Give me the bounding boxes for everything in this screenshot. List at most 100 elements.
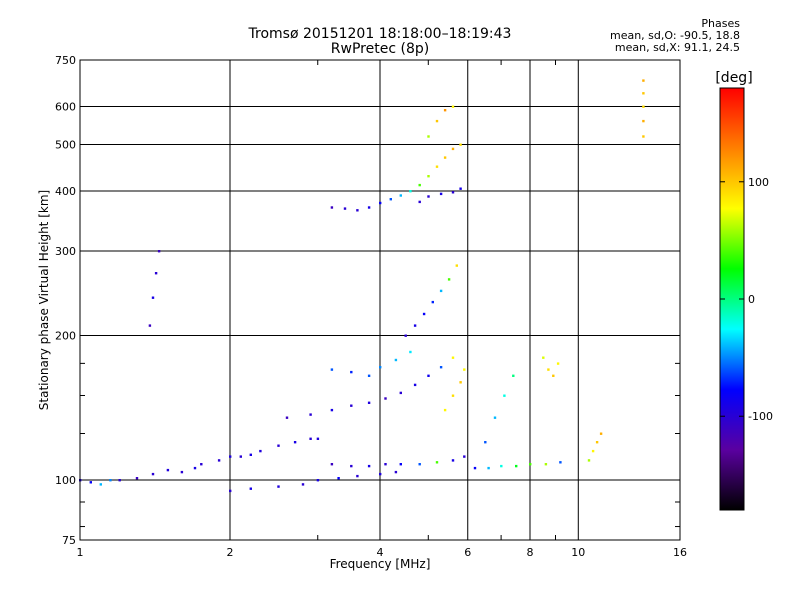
data-point — [367, 464, 371, 468]
y-tick-label: 750 — [55, 54, 76, 67]
data-point — [404, 334, 407, 337]
x-axis-ticks: 1 2 4 6 8 10 16 — [77, 60, 687, 559]
y-tick-label: 100 — [55, 474, 76, 487]
y-axis-ticks: 75 100 200 300 400 500 600 750 — [55, 54, 680, 547]
data-point — [367, 206, 371, 209]
x-tick-label: 4 — [377, 546, 384, 559]
data-point — [493, 416, 497, 419]
data-point — [356, 474, 359, 478]
data-point — [285, 416, 289, 419]
y-tick-label: 200 — [55, 330, 76, 343]
data-point — [379, 366, 382, 369]
x-tick-label: 16 — [673, 546, 687, 559]
data-point — [413, 324, 417, 327]
x-tick-label: 10 — [571, 546, 585, 559]
data-point — [451, 191, 455, 194]
data-point — [451, 147, 455, 151]
y-axis-label: Stationary phase Virtual Height [km] — [37, 190, 51, 410]
grid-lines — [80, 60, 680, 540]
data-point — [542, 356, 545, 359]
data-point — [447, 278, 451, 281]
data-point — [337, 477, 340, 480]
data-point — [529, 463, 532, 466]
data-point — [379, 201, 382, 205]
data-point — [642, 135, 645, 138]
data-point — [451, 105, 455, 108]
stats-o-mode: mean, sd,O: -90.5, 18.8 — [609, 29, 740, 42]
data-point — [451, 394, 455, 397]
colorbar-ticks: 100 0 -100 — [720, 176, 773, 423]
data-point — [409, 350, 412, 354]
stats-heading: Phases — [701, 17, 740, 30]
data-point — [422, 312, 426, 316]
data-point — [455, 264, 458, 267]
data-point — [413, 383, 417, 387]
data-point — [309, 437, 312, 440]
data-point — [350, 464, 353, 468]
data-point — [330, 368, 334, 371]
data-point — [229, 489, 232, 493]
data-point — [556, 362, 560, 365]
data-point — [451, 459, 455, 462]
data-point — [409, 190, 412, 193]
colorbar-tick-label: 0 — [748, 293, 755, 306]
data-point — [350, 370, 353, 374]
data-point — [330, 408, 334, 412]
data-point — [547, 368, 550, 371]
data-point — [599, 432, 603, 435]
data-point — [473, 466, 477, 470]
data-point — [356, 209, 359, 212]
data-point — [384, 397, 387, 400]
data-point — [418, 183, 421, 187]
chart-title: Tromsø 20151201 18:18:00–18:19:43 — [248, 26, 512, 42]
data-point — [463, 455, 466, 458]
data-point — [151, 472, 155, 476]
data-point — [109, 479, 112, 482]
data-point — [154, 272, 158, 275]
x-tick-label: 2 — [227, 546, 234, 559]
data-point — [389, 198, 392, 201]
colorbar-tick-label: 100 — [748, 176, 769, 189]
data-point — [277, 444, 280, 447]
data-point — [367, 374, 371, 377]
data-point — [418, 463, 421, 466]
data-point — [343, 207, 347, 210]
y-tick-label: 600 — [55, 101, 76, 114]
data-point — [379, 472, 382, 476]
data-point — [642, 79, 645, 82]
data-point — [316, 437, 320, 440]
data-point — [166, 468, 170, 472]
data-point — [642, 92, 645, 95]
data-point — [384, 463, 387, 466]
data-point — [427, 175, 430, 178]
data-point — [559, 461, 562, 464]
colorbar-tick-label: -100 — [748, 410, 773, 423]
data-point — [89, 481, 92, 484]
data-point — [459, 187, 462, 190]
data-point — [591, 449, 595, 453]
data-point — [427, 135, 430, 138]
data-point — [277, 485, 280, 488]
x-tick-label: 1 — [77, 546, 84, 559]
x-tick-label: 8 — [527, 546, 534, 559]
data-point — [431, 300, 434, 304]
data-point — [229, 455, 232, 458]
data-point — [435, 165, 439, 168]
data-point — [316, 479, 320, 482]
data-point — [512, 374, 515, 377]
data-point — [259, 449, 262, 453]
data-point — [309, 413, 312, 416]
plot-frame — [79, 59, 681, 541]
data-point — [118, 479, 121, 482]
data-point — [301, 483, 305, 486]
x-axis-label: Frequency [MHz] — [330, 557, 431, 571]
data-point — [148, 324, 152, 327]
data-point — [180, 470, 184, 474]
data-point — [595, 441, 599, 444]
data-point — [99, 483, 102, 486]
data-point — [500, 464, 503, 468]
data-point — [418, 200, 421, 204]
data-point — [443, 109, 447, 112]
data-point — [399, 391, 402, 395]
data-point — [399, 194, 402, 197]
